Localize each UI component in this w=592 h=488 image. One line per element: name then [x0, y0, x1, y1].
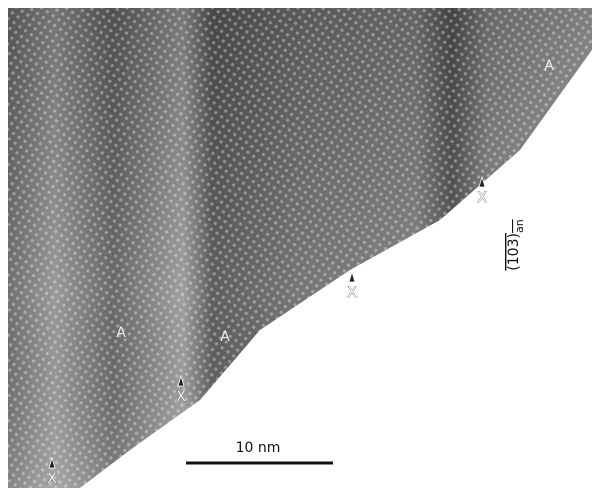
x-marker: X — [477, 190, 487, 206]
a-marker: A — [116, 325, 126, 341]
svg-text:(103)an: (103)an — [506, 219, 526, 270]
x-arrow — [48, 456, 56, 469]
crystal-region — [8, 8, 592, 488]
plane-indices: (103) — [506, 233, 522, 271]
x-arrow — [478, 175, 486, 188]
a-marker: A — [544, 58, 554, 74]
x-marker: X — [347, 285, 357, 301]
x-marker: X — [47, 471, 57, 487]
a-marker: A — [220, 329, 230, 345]
x-marker: X — [176, 389, 186, 405]
plane-label: (103)an — [506, 219, 526, 270]
x-arrow — [177, 374, 185, 387]
scale-label: 10 nm — [236, 440, 281, 456]
plane-subscript: an — [513, 219, 526, 233]
x-arrow — [348, 270, 356, 283]
